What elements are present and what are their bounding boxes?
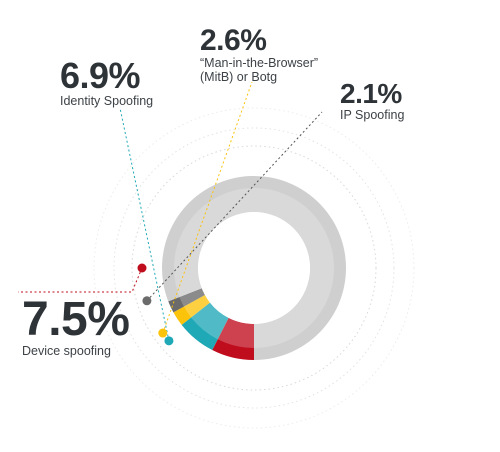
dotted-ring-2 — [113, 127, 395, 409]
callout-identity-spoofing: 6.9% Identity Spoofing — [60, 55, 154, 109]
device-spoofing-label: Device spoofing — [22, 344, 111, 358]
leader-line-mitb — [162, 81, 253, 334]
donut-hole — [198, 212, 310, 324]
leader-dot-mitb — [158, 328, 168, 338]
ip-spoofing-percent: 2.1% — [340, 78, 402, 109]
leader-line-identity — [119, 107, 170, 341]
mitb-percent: 2.6% — [200, 24, 267, 57]
leader-dot-ip — [142, 296, 152, 306]
callout-mitb: 2.6% “Man-in-the-Browser” (MitB) or Botg — [200, 26, 318, 85]
leader-line-device — [18, 267, 143, 293]
identity-spoofing-percent: 6.9% — [60, 55, 141, 96]
dotted-ring-1 — [131, 145, 377, 391]
donut-segment-ip-spoofing — [168, 288, 205, 313]
device-spoofing-percent: 7.5% — [22, 293, 130, 346]
identity-spoofing-label: Identity Spoofing — [60, 94, 154, 108]
dotted-ring-3 — [93, 107, 415, 429]
leader-dot-device — [137, 263, 147, 273]
donut-segment-man-in-the-browser-mitb-or-botg — [173, 294, 210, 325]
mitb-label-line2: (MitB) or Botg — [200, 70, 278, 85]
donut-segment-device-spoofing — [212, 317, 254, 360]
donut-segment-remainder — [162, 176, 346, 360]
leader-dot-identity — [164, 336, 174, 346]
mitb-label-line1: “Man-in-the-Browser” — [200, 56, 319, 70]
callout-device-spoofing: 7.5% Device spoofing — [22, 293, 130, 359]
callout-ip-spoofing: 2.1% IP Spoofing — [340, 78, 405, 123]
ip-spoofing-label: IP Spoofing — [340, 108, 405, 122]
donut-segment-identity-spoofing — [181, 302, 229, 350]
